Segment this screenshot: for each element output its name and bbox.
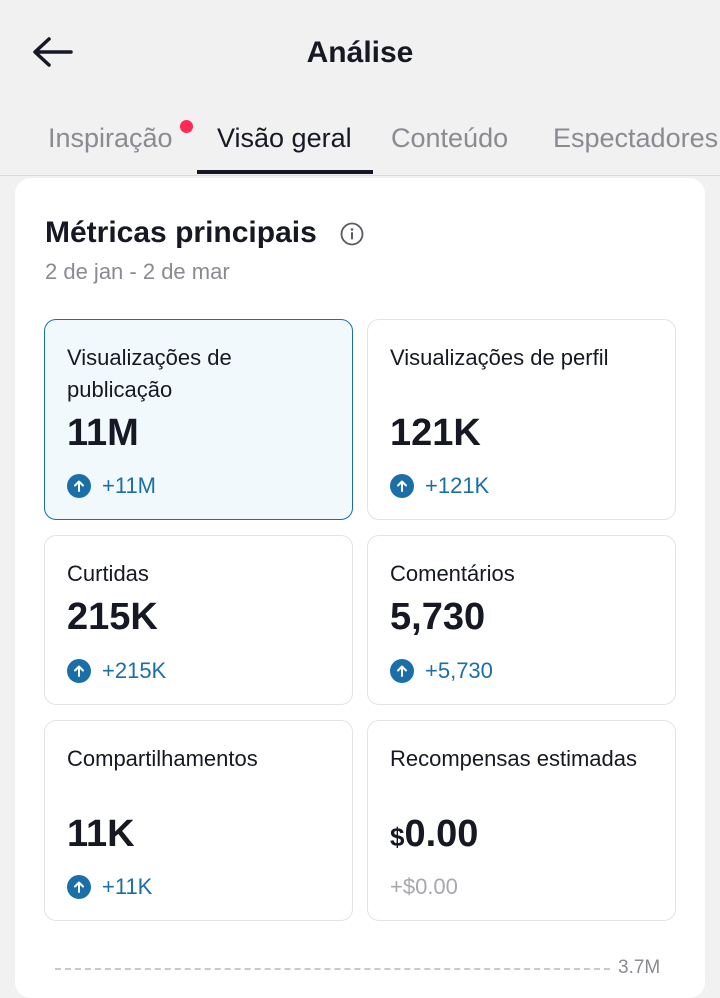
app-header: Análise Inspiração Visão geral Conteúdo … [0, 0, 720, 176]
metric-label: Curtidas [67, 561, 149, 586]
metric-delta-text: +11K [102, 874, 153, 899]
metric-comments[interactable]: Comentários 5,730 +5,730 [367, 535, 676, 705]
metric-delta: +11M [67, 473, 156, 499]
arrow-up-icon [390, 659, 414, 683]
chart-gridline [55, 968, 610, 970]
metric-value: 5,730 [390, 596, 486, 638]
currency-symbol: $ [390, 822, 405, 852]
arrow-up-icon [390, 474, 414, 498]
back-button[interactable] [28, 30, 76, 74]
metric-estimated-rewards[interactable]: Recompensas estimadas $0.00 +$0.00 [367, 720, 676, 921]
metric-delta: +5,730 [390, 658, 493, 684]
metric-value: 11K [67, 813, 135, 855]
metric-delta: +11K [67, 874, 152, 900]
metric-delta-text: +121K [425, 473, 490, 498]
metric-label: Compartilhamentos [67, 746, 258, 771]
metric-value-number: 0.00 [404, 813, 479, 855]
metric-value: 121K [390, 412, 481, 454]
metric-delta-text: +215K [102, 658, 167, 683]
tab-inspiration[interactable]: Inspiração [48, 123, 173, 153]
active-tab-indicator [197, 170, 373, 174]
arrow-up-icon [67, 659, 91, 683]
metric-value: 215K [67, 596, 158, 638]
info-icon[interactable] [340, 222, 364, 246]
metric-delta-text: +$0.00 [390, 874, 458, 899]
metric-value: 11M [67, 412, 139, 454]
section-title: Métricas principais [45, 216, 317, 249]
metric-delta-text: +11M [102, 473, 157, 498]
tab-content[interactable]: Conteúdo [391, 123, 509, 153]
metric-delta: +121K [390, 473, 489, 499]
chart-y-tick: 3.7M [618, 957, 661, 978]
metric-delta: +215K [67, 658, 166, 684]
tab-viewers[interactable]: Espectadores [553, 123, 719, 153]
metric-delta: +$0.00 [390, 874, 458, 900]
metric-label: Comentários [390, 561, 515, 586]
arrow-up-icon [67, 474, 91, 498]
notification-dot [180, 120, 193, 133]
arrow-up-icon [67, 875, 91, 899]
arrow-left-icon [33, 37, 73, 67]
metric-label: Visualizações de perfil [390, 345, 609, 370]
metric-label: Recompensas estimadas [390, 746, 638, 771]
date-range: 2 de jan - 2 de mar [45, 259, 230, 284]
metric-profile-views[interactable]: Visualizações de perfil 121K +121K [367, 319, 676, 520]
tab-bar: Inspiração Visão geral Conteúdo Espectad… [0, 110, 720, 176]
tab-overview[interactable]: Visão geral [217, 123, 352, 153]
metric-delta-text: +5,730 [425, 658, 493, 683]
metric-post-views[interactable]: Visualizações de publicação 11M +11M [44, 319, 353, 520]
metric-likes[interactable]: Curtidas 215K +215K [44, 535, 353, 705]
metric-label: Visualizações de publicação [67, 345, 232, 402]
page-title: Análise [306, 36, 414, 69]
metric-shares[interactable]: Compartilhamentos 11K +11K [44, 720, 353, 921]
metric-value: $0.00 [390, 813, 478, 856]
